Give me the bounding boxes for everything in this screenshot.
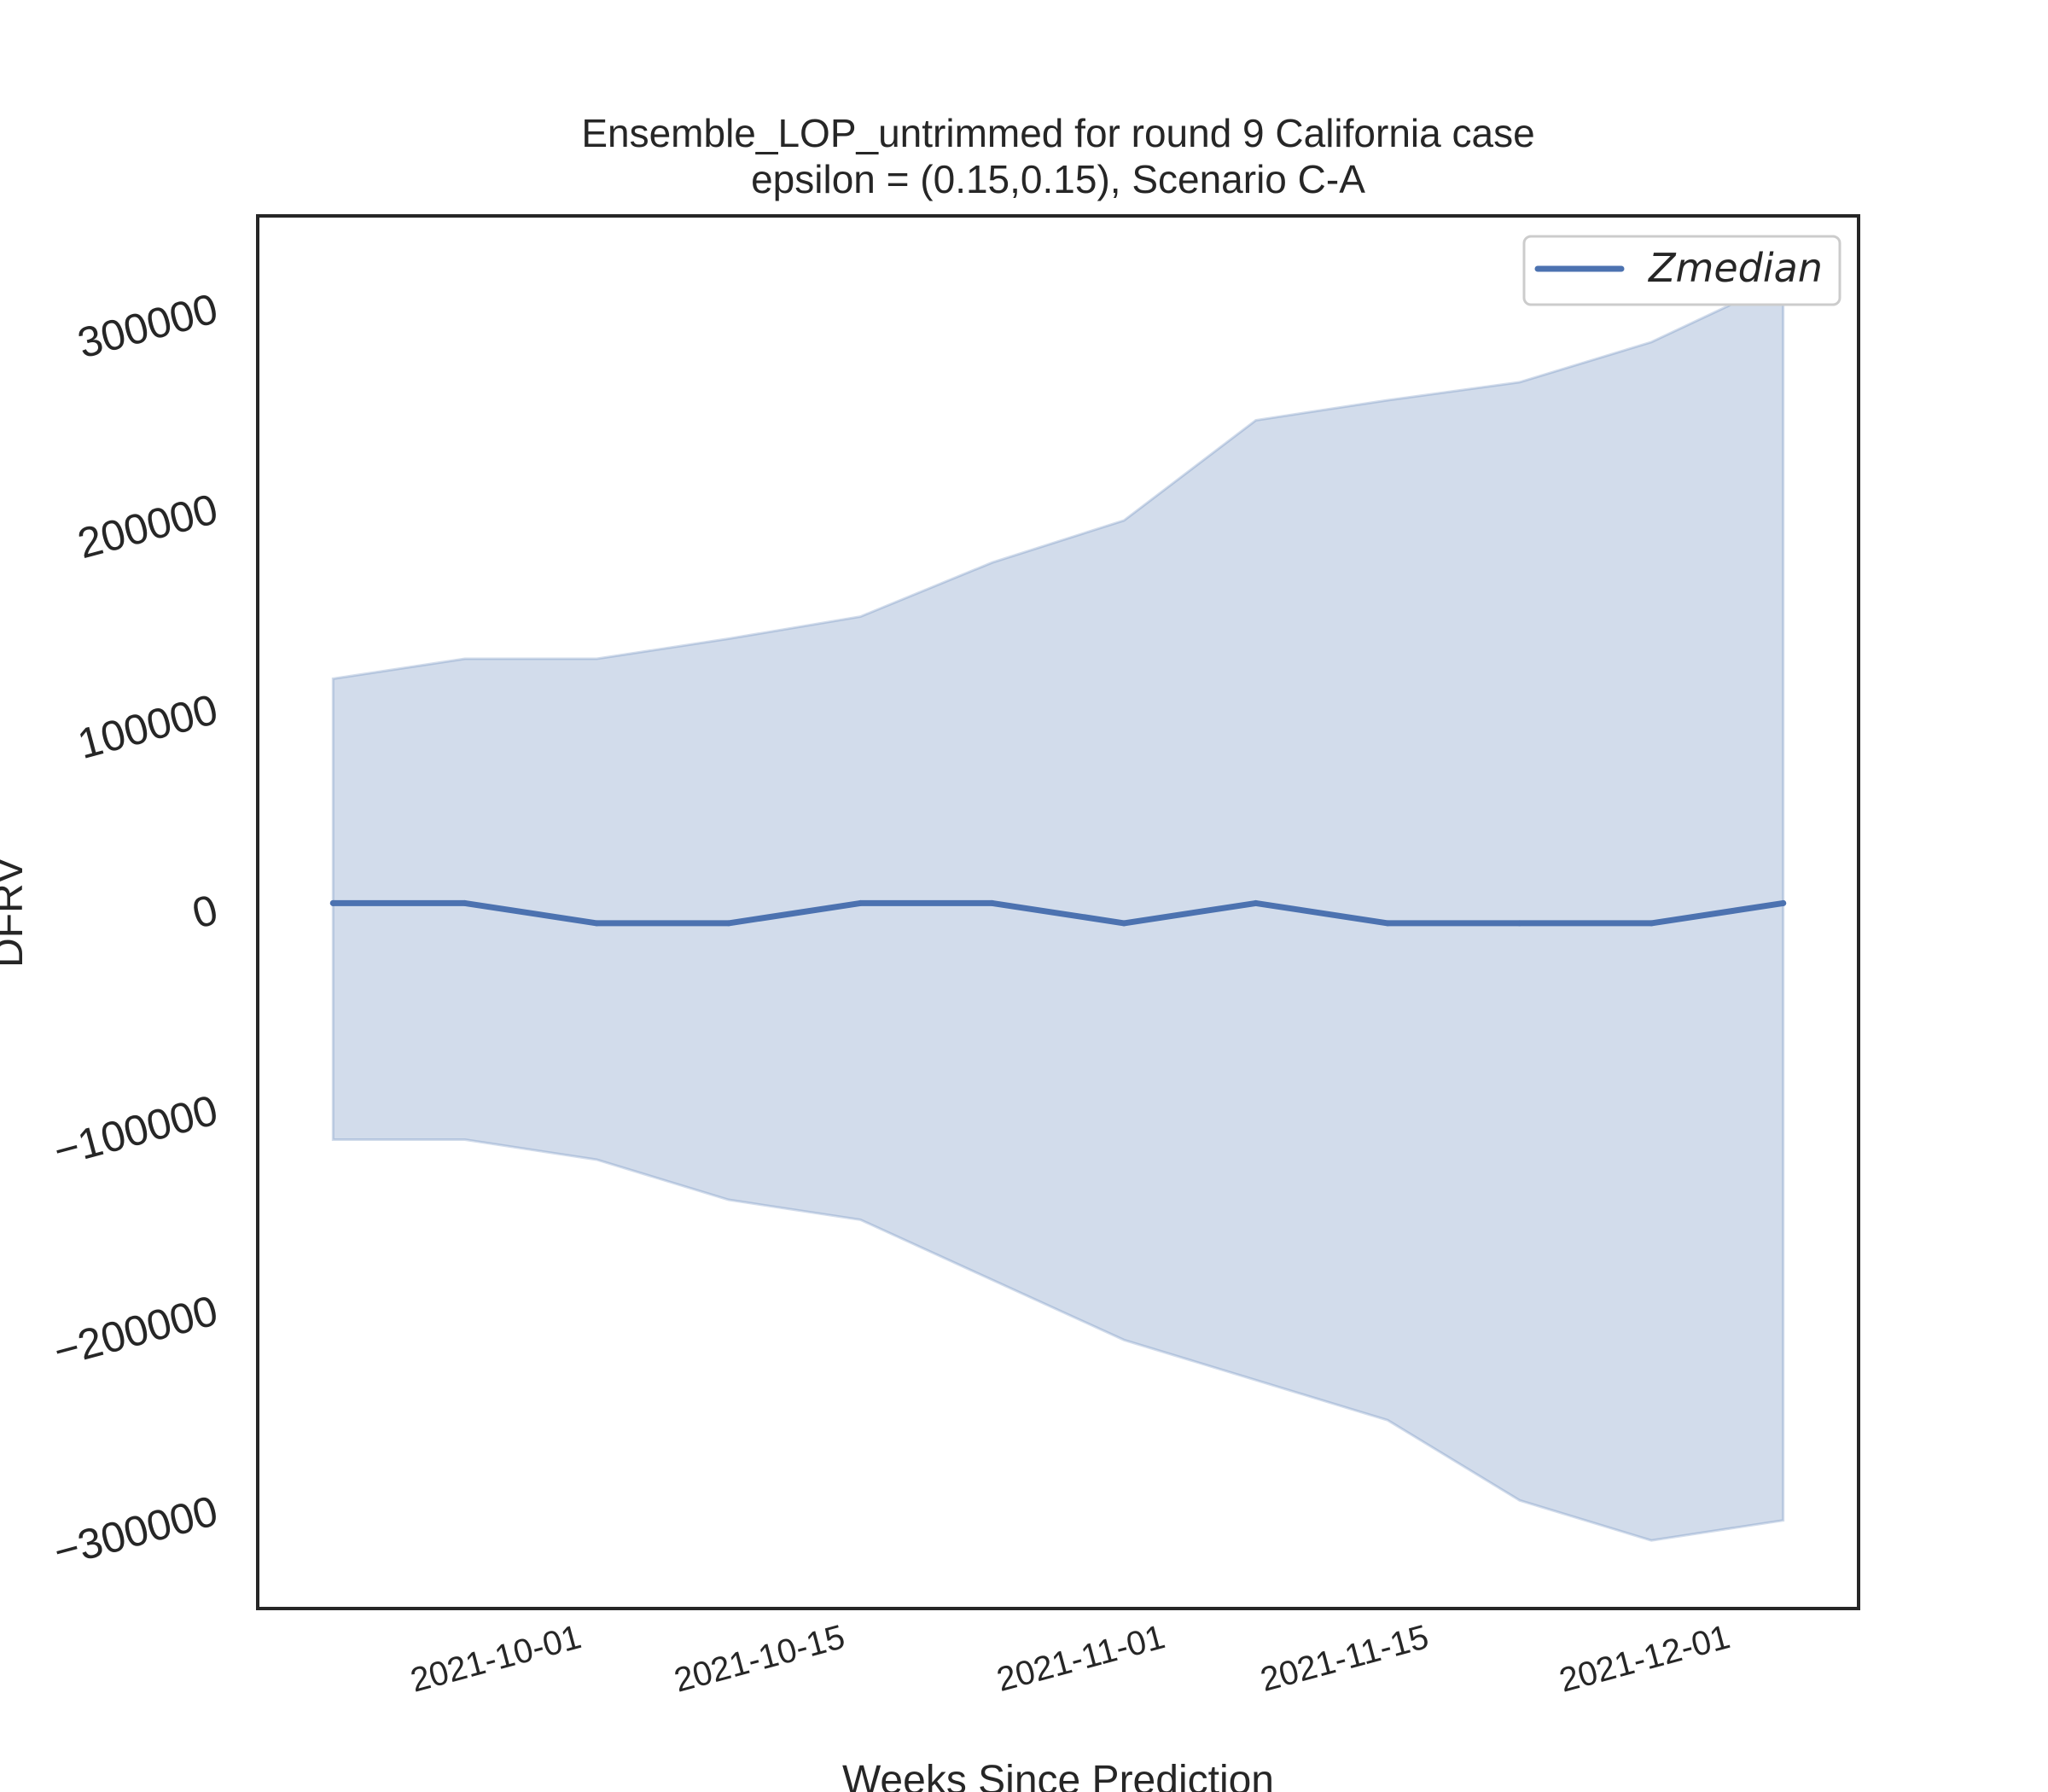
data-point <box>857 899 864 906</box>
data-point <box>593 920 600 927</box>
y-axis-ticks: −300000 −200000 −100000 0 100000 200000 300000 <box>49 284 223 1576</box>
x-axis-ticks: 2021-10-01 2021-10-15 2021-11-01 2021-11-15… <box>407 1618 1734 1699</box>
x-axis-label: Weeks Since Prediction <box>842 1758 1274 1792</box>
x-tick-label: 2021-12-01 <box>1556 1618 1734 1699</box>
x-tick-label: 2021-11-15 <box>1257 1618 1433 1699</box>
x-tick-label: 2021-11-01 <box>993 1618 1169 1699</box>
y-tick-label: 200000 <box>73 485 223 567</box>
data-point <box>1253 899 1260 906</box>
series-line-zmedian <box>329 899 1787 927</box>
y-axis-label: DFRV <box>0 857 32 968</box>
data-point <box>1120 920 1127 927</box>
data-point <box>462 899 468 906</box>
x-tick-label: 2021-10-01 <box>407 1618 585 1699</box>
legend-box <box>1522 235 1841 306</box>
legend-label-zmedian: Zmedian <box>1647 245 1823 291</box>
data-point <box>725 920 732 927</box>
data-point <box>1648 920 1655 927</box>
legend: Zmedian <box>1522 235 1841 306</box>
data-point <box>1384 920 1391 927</box>
x-tick-label: 2021-10-15 <box>671 1618 849 1699</box>
plot-area <box>329 277 1787 1542</box>
y-tick-label: −200000 <box>49 1286 223 1376</box>
y-tick-label: 100000 <box>73 685 223 768</box>
data-point <box>1516 920 1523 927</box>
chart-subtitle: epsilon = (0.15,0.15), Scenario C-A <box>751 157 1365 201</box>
y-tick-label: −300000 <box>49 1487 223 1576</box>
data-point <box>989 899 996 906</box>
data-point <box>329 899 336 906</box>
plot-frame <box>256 214 1860 1610</box>
y-tick-label: −100000 <box>49 1085 223 1175</box>
y-tick-label: 300000 <box>73 284 223 367</box>
data-point <box>1780 899 1787 906</box>
chart-title: Ensemble_LOP_untrimmed for round 9 Calif… <box>581 111 1534 155</box>
y-tick-label: 0 <box>187 886 222 938</box>
